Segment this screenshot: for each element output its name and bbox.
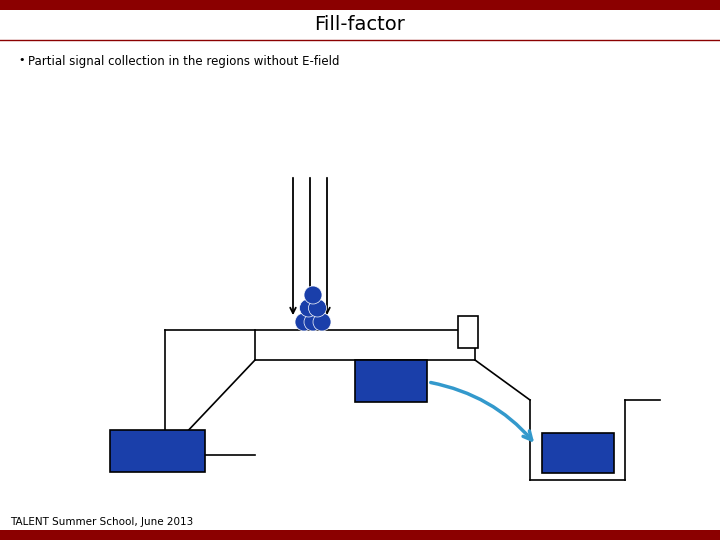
Bar [542, 433, 614, 473]
Text: TALENT Summer School, June 2013: TALENT Summer School, June 2013 [10, 517, 193, 527]
Ellipse shape [304, 286, 322, 304]
Text: Fill-factor: Fill-factor [315, 15, 405, 33]
Bar [0, 530, 720, 540]
Text: •: • [18, 55, 24, 65]
Ellipse shape [304, 313, 322, 331]
Bar [458, 316, 478, 348]
Bar [110, 430, 205, 472]
Bar [355, 360, 427, 402]
Ellipse shape [300, 299, 318, 317]
Text: Partial signal collection in the regions without E-field: Partial signal collection in the regions… [28, 55, 340, 68]
Bar [0, 0, 720, 10]
Ellipse shape [308, 299, 326, 317]
Ellipse shape [313, 313, 331, 331]
Ellipse shape [295, 313, 313, 331]
